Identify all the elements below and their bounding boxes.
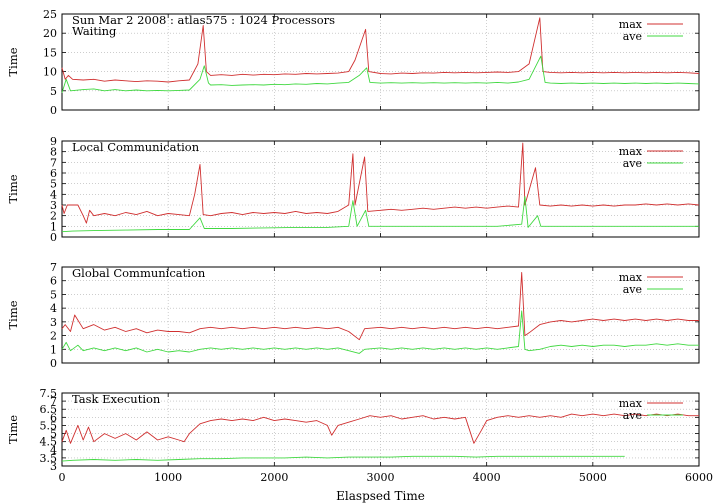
- y-tick-label: 5: [50, 288, 57, 301]
- y-tick-label: 6.5: [40, 403, 58, 416]
- series-line-ave: [61, 55, 700, 93]
- legend-label-ave: ave: [623, 30, 642, 43]
- y-axis-label: Time: [6, 47, 20, 76]
- series-line-ave: [61, 455, 625, 462]
- y-tick-label: 4: [50, 444, 57, 457]
- x-tick-label: 1000: [154, 471, 182, 484]
- y-tick-label: 8: [50, 146, 57, 159]
- panel-annotation: Task Execution: [72, 392, 161, 406]
- y-tick-label: 4: [50, 302, 57, 315]
- y-tick-label: 7: [50, 395, 57, 408]
- legend-label-ave: ave: [623, 283, 642, 296]
- legend-label-max: max: [619, 145, 643, 158]
- y-tick-label: 3: [50, 199, 57, 212]
- y-tick-label: 6: [50, 167, 57, 180]
- chart-title: Sun Mar 2 2008 : atlas575 : 1024 Process…: [72, 13, 335, 27]
- x-tick-label: 5000: [579, 471, 607, 484]
- x-tick-label: 0: [59, 471, 66, 484]
- x-tick-label: 3000: [367, 471, 395, 484]
- y-tick-label: 5.5: [40, 419, 58, 432]
- legend-label-max: max: [619, 271, 643, 284]
- series-line-ave: [61, 196, 699, 233]
- y-tick-label: 7.5: [40, 387, 58, 400]
- y-tick-label: 10: [43, 66, 57, 79]
- y-tick-label: 5: [50, 85, 57, 98]
- y-tick-label: 9: [50, 135, 57, 148]
- panel-annotation: Global Communication: [72, 266, 206, 280]
- y-tick-label: 25: [43, 8, 57, 21]
- y-tick-label: 0: [50, 357, 57, 370]
- series-line-max: [61, 142, 700, 224]
- legend-label-max: max: [619, 397, 643, 410]
- panel-annotation: Waiting: [72, 24, 117, 38]
- series-line-max: [61, 272, 699, 341]
- y-tick-label: 1: [50, 343, 57, 356]
- y-tick-label: 3: [50, 316, 57, 329]
- x-axis-label: Elaspsed Time: [336, 489, 425, 503]
- x-tick-label: 6000: [685, 471, 713, 484]
- y-tick-label: 5: [50, 178, 57, 191]
- y-tick-label: 2: [50, 210, 57, 223]
- y-tick-label: 6: [50, 275, 57, 288]
- y-tick-label: 2: [50, 330, 57, 343]
- y-tick-label: 15: [43, 46, 57, 59]
- legend-label-ave: ave: [623, 409, 642, 422]
- y-axis-label: Time: [6, 174, 20, 203]
- y-axis-label: Time: [6, 300, 20, 329]
- y-tick-label: 7: [50, 261, 57, 274]
- y-tick-label: 7: [50, 156, 57, 169]
- panel-annotation: Local Communication: [72, 140, 200, 154]
- y-tick-label: 4: [50, 188, 57, 201]
- y-axis-label: Time: [6, 415, 20, 444]
- series-line-max: [61, 413, 699, 444]
- y-tick-label: 4.5: [40, 436, 58, 449]
- y-tick-label: 3.5: [40, 452, 58, 465]
- legend-label-max: max: [619, 18, 643, 31]
- series-line-ave: [61, 310, 699, 354]
- y-tick-label: 1: [50, 220, 57, 233]
- x-tick-label: 2000: [260, 471, 288, 484]
- panel-4: 33.544.555.566.577.5 0 1000 2000 3000 4000 500…: [6, 387, 713, 503]
- y-tick-label: 20: [43, 27, 57, 40]
- x-tick-label: 4000: [473, 471, 501, 484]
- legend-label-ave: ave: [623, 157, 642, 170]
- series-line-max: [61, 17, 700, 83]
- y-tick-label: 0: [50, 231, 57, 244]
- y-tick-label: 3: [50, 460, 57, 473]
- y-tick-label: 6: [50, 411, 57, 424]
- y-tick-label: 0: [50, 104, 57, 117]
- y-tick-label: 5: [50, 428, 57, 441]
